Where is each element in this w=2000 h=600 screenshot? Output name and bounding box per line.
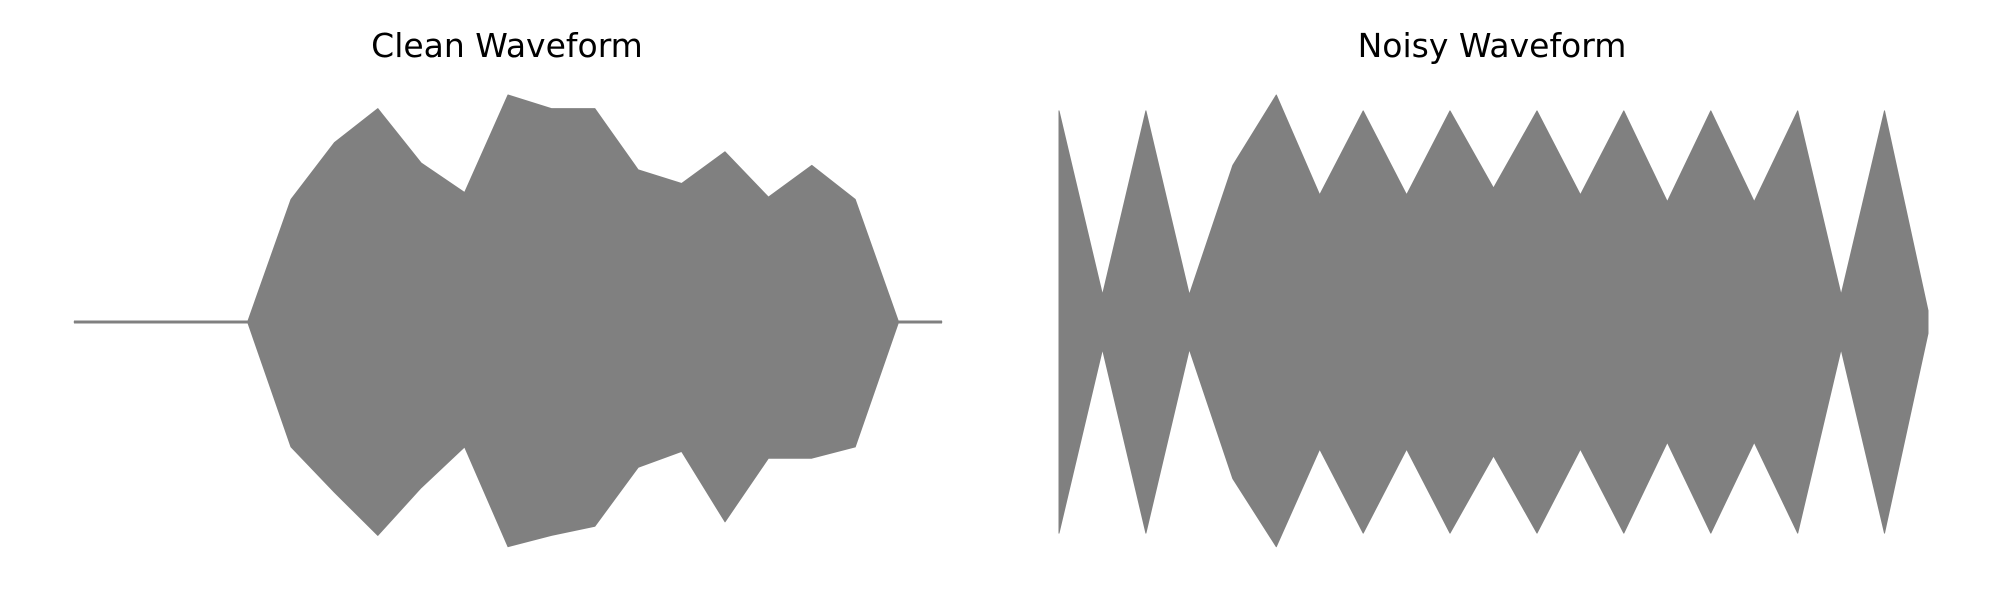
noisy-waveform-title: Noisy Waveform — [1358, 26, 1627, 65]
noisy-waveform-panel: Noisy Waveform — [1058, 26, 1929, 548]
waveform-envelope — [73, 94, 943, 548]
clean-waveform-panel: Clean Waveform — [73, 26, 943, 548]
waveform-envelope — [1058, 94, 1929, 548]
clean-waveform-title: Clean Waveform — [371, 26, 643, 65]
clean-waveform-plot — [73, 94, 943, 548]
noisy-waveform-plot — [1058, 94, 1929, 548]
